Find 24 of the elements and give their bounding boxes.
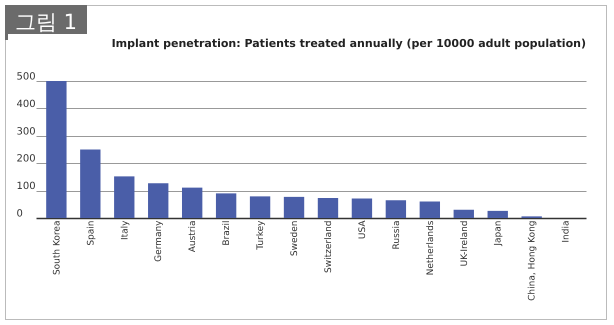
y-tick-label: 500 xyxy=(16,72,36,82)
y-tick-label: 400 xyxy=(16,98,36,110)
x-tick-label: UK-Ireland xyxy=(460,220,470,266)
x-tick-label: Italy xyxy=(120,220,130,240)
x-tick-label: China, Hong Kong xyxy=(528,220,538,301)
x-tick-label: Spain xyxy=(86,220,96,246)
chart-subtitle: Implant penetration: Patients treated annually (per 10000 adult population) xyxy=(112,37,586,50)
x-tick-label: Russia xyxy=(392,220,402,250)
x-tick-label: Switzerland xyxy=(324,220,334,273)
x-tick-label: India xyxy=(562,220,572,243)
y-tick-label: 100 xyxy=(16,181,36,192)
x-tick-label: Sweden xyxy=(290,220,300,256)
x-tick-label: South Korea xyxy=(52,220,62,276)
y-tick-label: 0 xyxy=(16,208,23,220)
x-tick-label: Germany xyxy=(154,220,164,262)
x-tick-label: Turkey xyxy=(256,220,266,251)
x-tick-label: Austria xyxy=(188,220,198,252)
x-tick-label: Brazil xyxy=(222,220,232,246)
chart-title: 그림 1 xyxy=(5,5,88,40)
y-tick-label: 300 xyxy=(16,126,36,138)
y-tick-label: 200 xyxy=(16,154,36,165)
x-tick-label: Japan xyxy=(494,220,504,247)
x-tick-label: USA xyxy=(358,220,368,240)
x-tick-label: Netherlands xyxy=(426,220,436,276)
